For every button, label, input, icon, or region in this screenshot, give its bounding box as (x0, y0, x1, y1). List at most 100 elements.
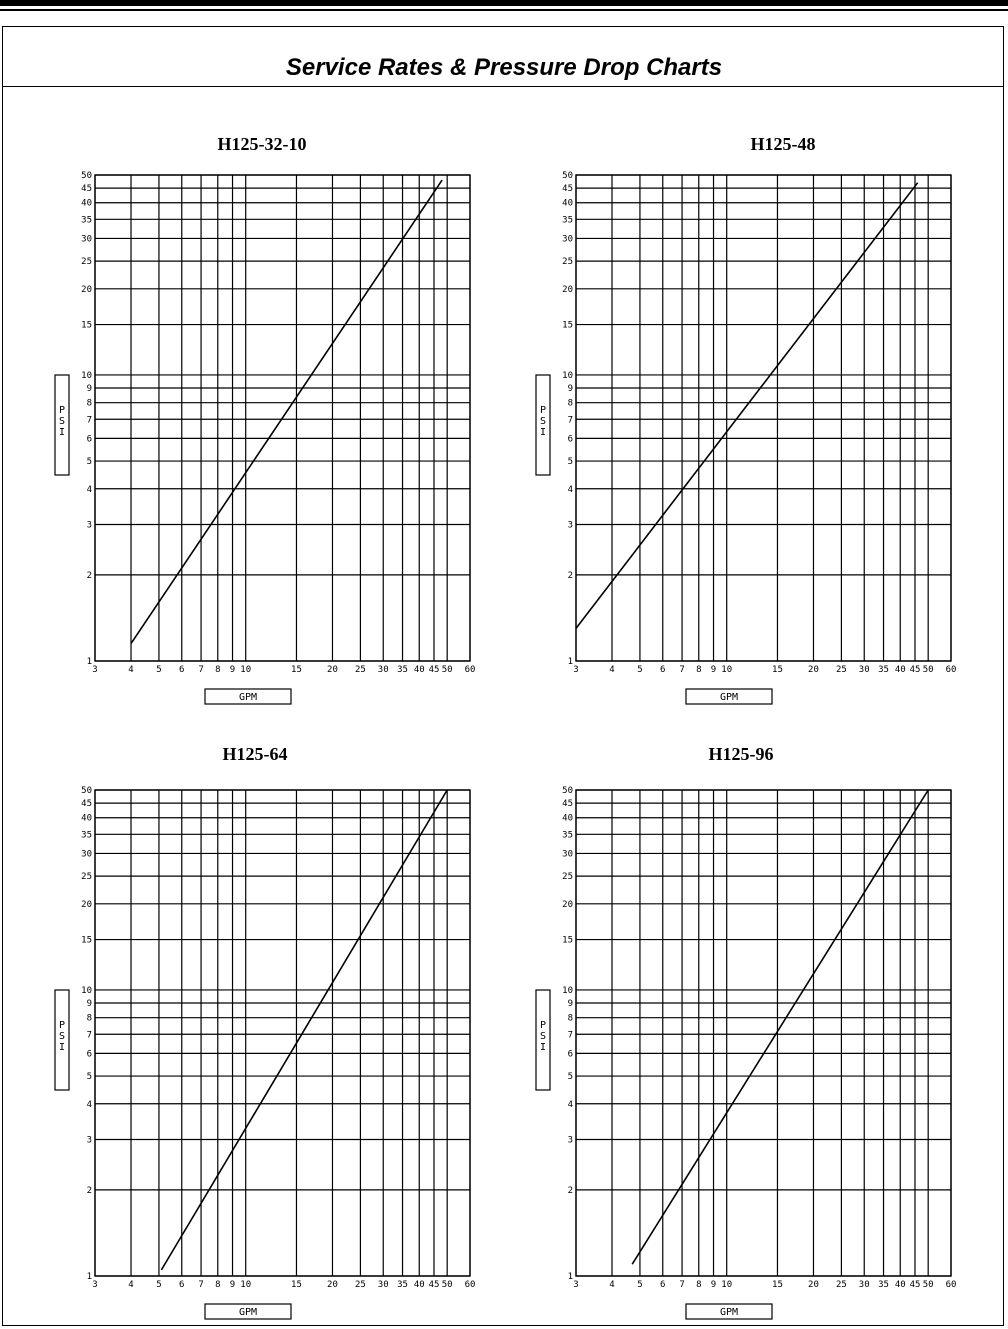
x-tick-label: 60 (465, 1280, 476, 1290)
x-tick-label: 7 (198, 665, 203, 675)
y-tick-label: 10 (81, 371, 92, 381)
chart-title: H125-48 (751, 134, 816, 154)
y-tick-label: 7 (568, 415, 573, 425)
y-tick-label: 4 (87, 485, 92, 495)
x-tick-label: 9 (711, 665, 716, 675)
y-tick-label: 50 (81, 171, 92, 181)
y-tick-label: 7 (87, 1030, 92, 1040)
y-tick-label: 25 (81, 257, 92, 267)
y-tick-label: 3 (568, 1136, 573, 1146)
x-tick-label: 6 (179, 1280, 184, 1290)
y-tick-label: 25 (562, 257, 573, 267)
x-tick-label: 50 (442, 665, 453, 675)
x-tick-label: 6 (179, 665, 184, 675)
plot-border (94, 174, 471, 662)
x-tick-label: 15 (291, 665, 302, 675)
x-tick-label: 50 (923, 665, 934, 675)
x-tick-label: 4 (128, 1280, 133, 1290)
x-tick-label: 20 (327, 1280, 338, 1290)
y-axis-label-letter: I (59, 1042, 65, 1053)
x-tick-label: 9 (230, 1280, 235, 1290)
y-tick-label: 35 (562, 830, 573, 840)
x-tick-label: 50 (442, 1280, 453, 1290)
y-tick-label: 10 (81, 986, 92, 996)
x-tick-label: 15 (772, 1280, 783, 1290)
y-tick-label: 3 (87, 521, 92, 531)
x-tick-label: 8 (215, 1280, 220, 1290)
x-tick-label: 8 (696, 665, 701, 675)
x-tick-label: 3 (92, 1280, 97, 1290)
y-tick-label: 35 (562, 215, 573, 225)
y-axis-label-letter: P (540, 1020, 546, 1031)
series-line (130, 179, 443, 645)
xlabel-box (204, 688, 292, 705)
y-tick-label: 20 (562, 285, 573, 295)
x-tick-label: 25 (836, 665, 847, 675)
x-tick-label: 15 (772, 665, 783, 675)
chart-1: H125-32-103 4 5 6 7 8 9 10 15 20 25 30 35 40 45 50 60123… (54, 134, 476, 705)
x-tick-label: 25 (355, 1280, 366, 1290)
y-tick-label: 20 (81, 285, 92, 295)
y-tick-label: 30 (562, 234, 573, 244)
x-tick-label: 7 (198, 1280, 203, 1290)
top-rule-thin (0, 9, 1008, 11)
y-tick-label: 5 (87, 457, 92, 467)
x-tick-label: 5 (637, 1280, 642, 1290)
chart-title: H125-64 (223, 744, 288, 764)
page-title: Service Rates & Pressure Drop Charts (285, 54, 723, 81)
y-tick-label: 30 (562, 849, 573, 859)
y-tick-label: 45 (562, 184, 573, 194)
x-tick-label: 8 (696, 1280, 701, 1290)
plot-border (575, 174, 952, 662)
x-tick-label: 7 (679, 665, 684, 675)
y-tick-label: 15 (562, 936, 573, 946)
x-tick-label: 9 (711, 1280, 716, 1290)
y-tick-label: 6 (568, 434, 573, 444)
x-tick-label: 40 (414, 665, 425, 675)
x-tick-label: 30 (859, 1280, 870, 1290)
x-tick-label: 4 (128, 665, 133, 675)
x-tick-label: 3 (573, 665, 578, 675)
x-tick-label: 40 (895, 665, 906, 675)
xlabel-box (204, 1303, 292, 1320)
y-tick-label: 1 (568, 1272, 573, 1282)
chart-2: H125-483 4 5 6 7 8 9 10 15 20 25 30 35 40 45 50 60123456… (535, 134, 957, 705)
x-tick-label: 20 (808, 1280, 819, 1290)
y-axis-label-letter: S (540, 1031, 546, 1042)
y-axis-label-letter: S (540, 416, 546, 427)
y-tick-label: 9 (568, 384, 573, 394)
x-tick-label: 10 (721, 665, 732, 675)
y-tick-label: 2 (87, 571, 92, 581)
y-tick-label: 6 (87, 1049, 92, 1059)
y-tick-label: 2 (87, 1186, 92, 1196)
ylabel-box (535, 989, 551, 1091)
x-tick-label: 9 (230, 665, 235, 675)
x-tick-label: 45 (429, 665, 440, 675)
x-axis-label: GPM (239, 1307, 257, 1318)
y-tick-label: 20 (81, 900, 92, 910)
header-divider (2, 86, 1004, 87)
x-tick-label: 50 (923, 1280, 934, 1290)
x-tick-label: 45 (429, 1280, 440, 1290)
y-tick-label: 8 (87, 1014, 92, 1024)
y-tick-label: 4 (87, 1100, 92, 1110)
x-tick-label: 3 (573, 1280, 578, 1290)
y-tick-label: 30 (81, 849, 92, 859)
x-tick-label: 60 (946, 665, 957, 675)
y-tick-label: 5 (87, 1072, 92, 1082)
chart-4: H125-963 4 5 6 7 8 9 10 15 20 25 30 35 40 45 50 60123456… (535, 744, 956, 1320)
x-tick-label: 15 (291, 1280, 302, 1290)
y-tick-label: 3 (568, 521, 573, 531)
y-tick-label: 15 (81, 936, 92, 946)
y-axis-label-letter: I (540, 1042, 546, 1053)
plot-border (94, 789, 471, 1277)
y-tick-label: 3 (87, 1136, 92, 1146)
x-axis-label: GPM (239, 692, 257, 703)
y-tick-label: 40 (562, 814, 573, 824)
x-tick-label: 35 (397, 665, 408, 675)
x-tick-label: 60 (465, 665, 476, 675)
y-axis-label-letter: P (540, 405, 546, 416)
x-tick-label: 10 (721, 1280, 732, 1290)
x-tick-label: 35 (397, 1280, 408, 1290)
